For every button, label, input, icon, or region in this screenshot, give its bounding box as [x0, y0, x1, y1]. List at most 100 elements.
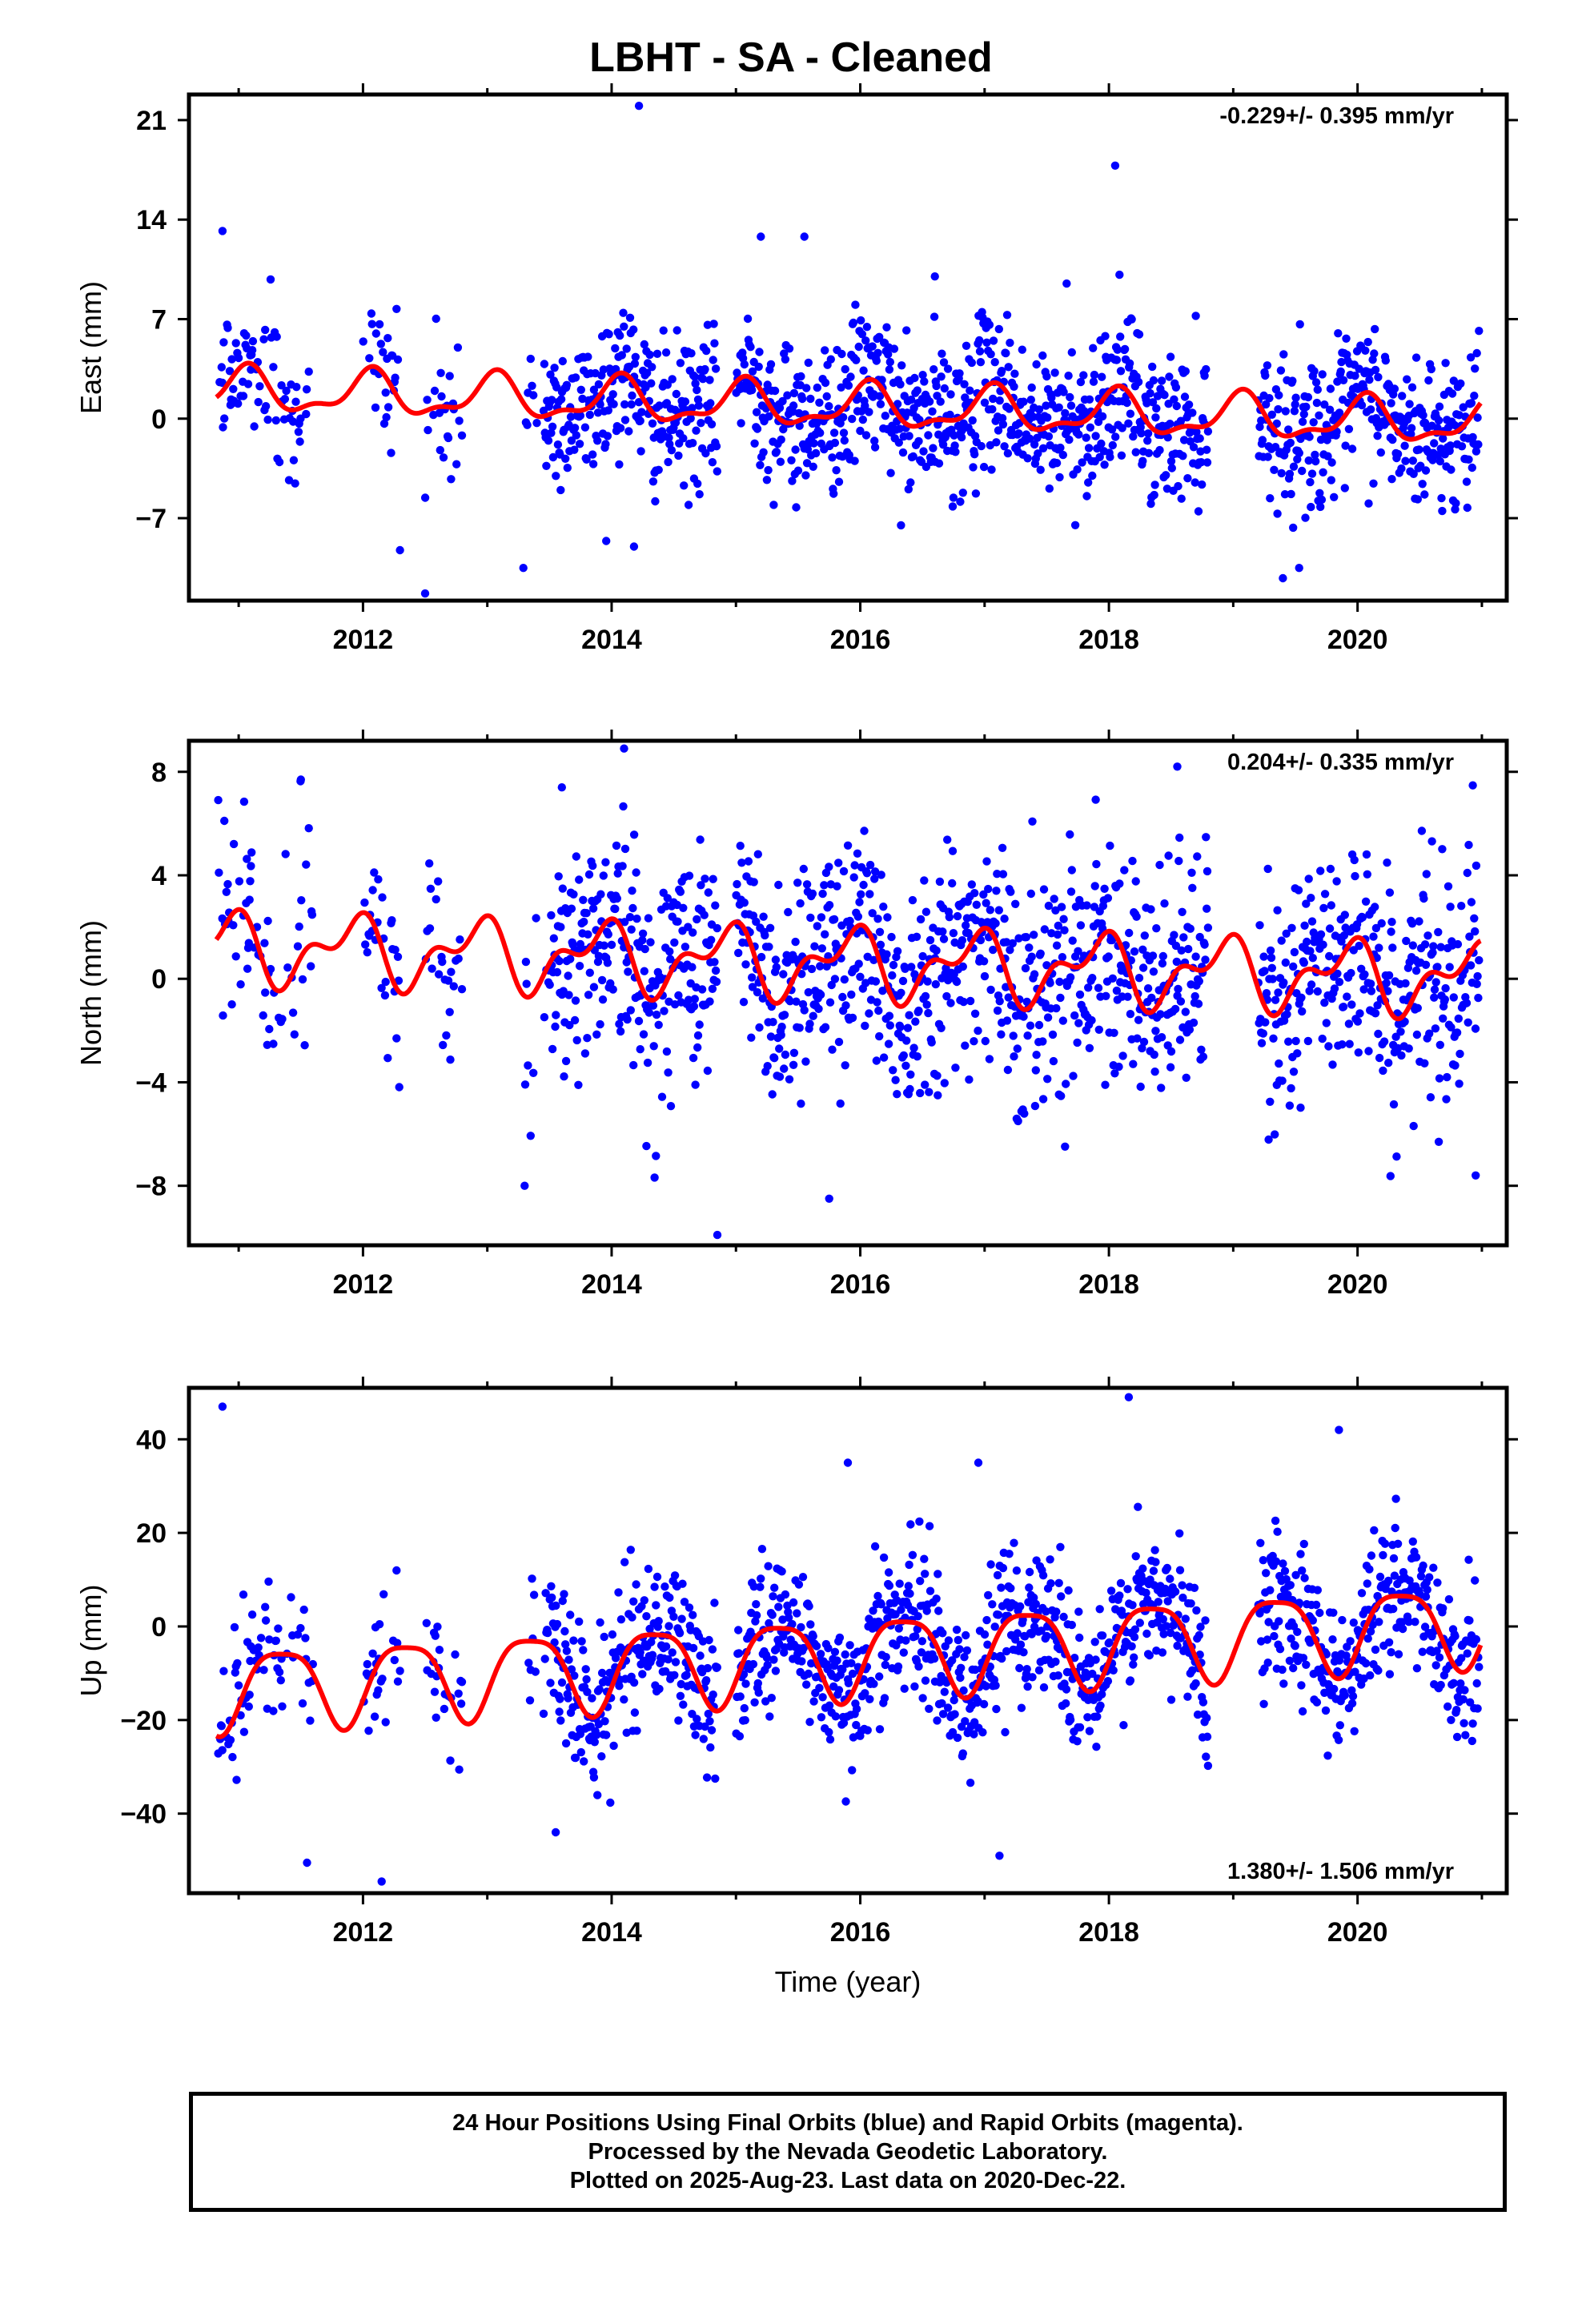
data-point — [784, 907, 793, 917]
data-point — [902, 326, 911, 335]
data-point — [650, 1173, 659, 1182]
data-point — [580, 917, 588, 927]
data-point — [548, 422, 557, 431]
data-point — [946, 999, 955, 1007]
data-point — [1433, 424, 1442, 432]
data-point — [1339, 931, 1349, 940]
data-point — [1065, 435, 1074, 444]
data-point — [1335, 1425, 1343, 1434]
y-tick-label: −40 — [120, 1799, 167, 1830]
data-point — [883, 1614, 892, 1623]
data-point — [303, 1858, 311, 1868]
data-point — [219, 1011, 227, 1020]
data-point — [795, 1023, 804, 1032]
data-point — [984, 884, 993, 894]
data-point — [1070, 521, 1080, 529]
data-point — [1396, 1027, 1405, 1036]
data-point — [694, 401, 704, 410]
data-point — [1401, 456, 1410, 465]
data-point — [1150, 1546, 1159, 1554]
data-point — [1299, 410, 1309, 419]
data-point — [912, 932, 921, 942]
data-point — [952, 1625, 962, 1634]
data-point — [1170, 1587, 1180, 1596]
data-point — [661, 1582, 669, 1591]
data-point — [1025, 434, 1034, 443]
data-point — [396, 1667, 404, 1675]
data-point — [1067, 866, 1077, 875]
data-point — [1326, 384, 1335, 393]
data-point — [970, 1730, 978, 1739]
data-point — [1006, 946, 1014, 955]
data-point — [275, 457, 284, 467]
data-point — [1165, 372, 1174, 381]
data-point — [879, 1053, 889, 1062]
data-point — [1062, 1699, 1070, 1708]
data-point — [861, 336, 870, 345]
data-points — [214, 1393, 1484, 1886]
data-point — [885, 365, 894, 374]
data-point — [1069, 1072, 1078, 1080]
data-point — [663, 380, 672, 389]
data-point — [1085, 1043, 1094, 1053]
data-point — [777, 1023, 786, 1031]
data-point — [1321, 1706, 1331, 1715]
data-point — [571, 1753, 580, 1763]
data-point — [1438, 506, 1447, 516]
data-point — [367, 309, 376, 318]
data-point — [1006, 338, 1014, 348]
data-point — [594, 380, 604, 389]
data-point — [1054, 403, 1063, 412]
data-point — [632, 1727, 641, 1735]
data-point — [269, 1707, 278, 1715]
data-point — [432, 314, 440, 324]
data-point — [1027, 952, 1036, 961]
data-point — [622, 344, 631, 353]
data-point — [1074, 1019, 1083, 1027]
data-point — [712, 977, 721, 987]
data-point — [1107, 935, 1117, 945]
data-point — [1311, 378, 1321, 387]
data-point — [736, 1692, 745, 1701]
data-point — [1191, 478, 1199, 487]
data-point — [872, 1056, 881, 1065]
data-point — [1473, 413, 1482, 422]
data-point — [652, 1601, 661, 1610]
data-point — [1067, 348, 1077, 357]
data-point — [1461, 1731, 1470, 1739]
data-point — [562, 1647, 572, 1655]
data-point — [1158, 1648, 1167, 1657]
data-point — [701, 448, 710, 458]
data-point — [710, 339, 719, 348]
data-point — [932, 381, 941, 391]
data-point — [982, 338, 991, 347]
data-point — [1328, 1635, 1337, 1644]
data-point — [975, 336, 984, 345]
data-point — [910, 1682, 919, 1691]
data-point — [1295, 448, 1304, 457]
data-point — [968, 416, 977, 425]
data-point — [739, 998, 749, 1007]
y-tick-label: 7 — [151, 304, 167, 335]
data-point — [1289, 1068, 1299, 1076]
data-point — [525, 1696, 535, 1705]
data-point — [552, 967, 562, 977]
data-point — [1270, 465, 1279, 474]
data-point — [1198, 480, 1207, 489]
data-point — [870, 1542, 880, 1551]
data-point — [853, 912, 863, 921]
data-point — [914, 436, 923, 446]
data-point — [1073, 1038, 1082, 1047]
data-point — [634, 1016, 644, 1026]
data-point — [381, 388, 390, 397]
data-point — [560, 1626, 569, 1636]
data-point — [1467, 898, 1476, 907]
data-point — [1335, 408, 1344, 417]
data-point — [1473, 1704, 1482, 1713]
data-point — [1298, 466, 1307, 476]
data-point — [1447, 1715, 1456, 1724]
data-point — [1434, 416, 1443, 425]
data-point — [938, 440, 948, 449]
data-point — [1091, 795, 1100, 804]
